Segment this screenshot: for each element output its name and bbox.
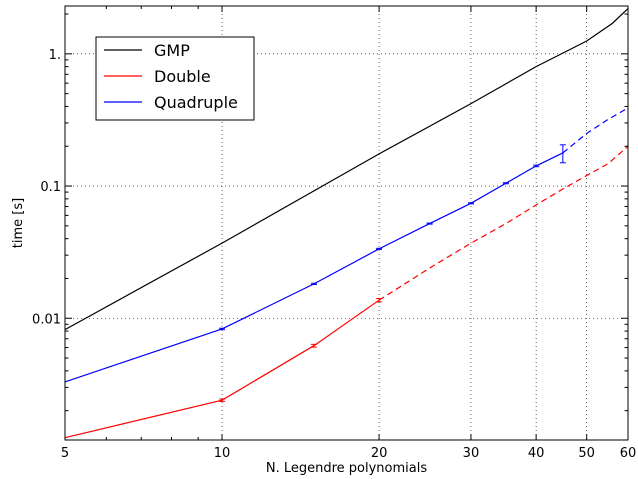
plot-frame [64,5,629,441]
x-tick-label: 5 [61,446,69,461]
legend-label-gmp: GMP [154,41,190,60]
x-tick-label: 10 [214,446,231,461]
x-tick-label: 50 [578,446,595,461]
x-tick-label: 60 [620,446,637,461]
series-quadruple [64,107,629,383]
y-axis-label: time [s] [11,198,26,248]
y-tick-label: 0.1 [40,180,61,195]
legend: GMP Double Quadruple [95,36,255,121]
series-double [64,145,629,439]
series-layer [64,8,629,439]
legend-label-quadruple: Quadruple [154,93,238,112]
series-gmp [64,8,629,331]
y-tick-label: 0.01 [32,312,61,327]
series-line-dashed [562,107,629,154]
x-tick-label: 30 [463,446,480,461]
y-tick-label: 1. [49,48,61,63]
x-tick-label: 40 [528,446,545,461]
legend-box [95,36,255,121]
series-line-solid [64,8,629,331]
series-line-solid [64,299,380,439]
series-line-dashed [378,145,629,301]
x-tick-label: 20 [371,446,388,461]
x-axis-label: N. Legendre polynomials [266,461,427,476]
legend-label-double: Double [154,67,211,86]
ticks: 5 10 20 30 40 50 60 0.01 0.1 1. [32,6,636,461]
